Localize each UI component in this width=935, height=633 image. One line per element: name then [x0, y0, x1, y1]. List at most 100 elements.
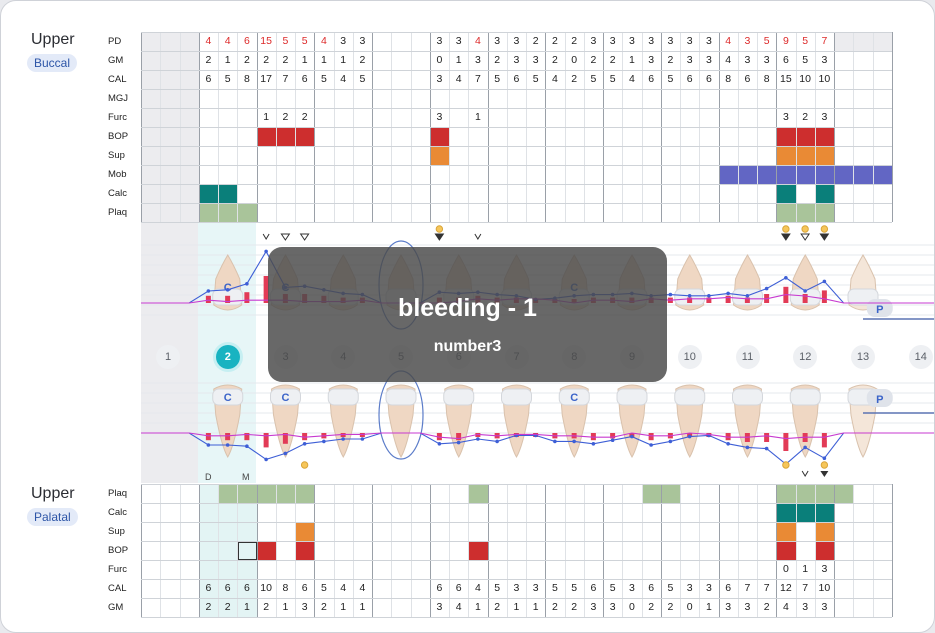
plaq-cell[interactable]: [238, 485, 257, 503]
gm-value[interactable]: 1: [532, 601, 539, 613]
plaq-cell[interactable]: [642, 485, 661, 503]
furc-value[interactable]: 1: [474, 111, 481, 123]
gm-value[interactable]: 3: [590, 601, 597, 613]
cal-value[interactable]: 3: [436, 73, 443, 85]
pd-value[interactable]: 3: [705, 35, 712, 47]
pd-value[interactable]: 3: [628, 35, 635, 47]
furc-value[interactable]: 3: [821, 111, 828, 123]
cal-value[interactable]: 6: [455, 582, 462, 594]
gm-value[interactable]: 0: [628, 601, 635, 613]
pd-value[interactable]: 3: [513, 35, 520, 47]
tooth-number-14[interactable]: 14: [908, 345, 933, 369]
plaq-cell[interactable]: [777, 204, 796, 222]
cal-value[interactable]: 3: [628, 582, 635, 594]
gm-value[interactable]: 2: [763, 601, 770, 613]
cal-value[interactable]: 10: [818, 73, 831, 85]
calc-cell[interactable]: [815, 185, 834, 203]
cal-value[interactable]: 5: [609, 73, 616, 85]
cal-value[interactable]: 3: [686, 582, 693, 594]
gm-value[interactable]: 3: [821, 601, 828, 613]
furc-value[interactable]: 3: [436, 111, 443, 123]
gm-value[interactable]: 1: [224, 54, 231, 66]
bop-cell[interactable]: [257, 542, 276, 560]
cal-value[interactable]: 17: [260, 73, 272, 85]
cal-value[interactable]: 6: [301, 73, 308, 85]
gm-value[interactable]: 2: [205, 54, 212, 66]
plaq-cell[interactable]: [199, 204, 218, 222]
pd-value[interactable]: 3: [340, 35, 347, 47]
cal-value[interactable]: 6: [648, 582, 655, 594]
gm-value[interactable]: 3: [763, 54, 770, 66]
gm-value[interactable]: 2: [359, 54, 366, 66]
plaq-cell[interactable]: [815, 204, 834, 222]
gm-value[interactable]: 2: [494, 601, 501, 613]
pd-value[interactable]: 2: [571, 35, 578, 47]
pd-value[interactable]: 9: [782, 35, 789, 47]
bop-cell[interactable]: [777, 128, 796, 146]
tooth-number-1[interactable]: 1: [156, 345, 180, 369]
gm-value[interactable]: 3: [648, 54, 655, 66]
furc-value[interactable]: 2: [301, 111, 308, 123]
gm-value[interactable]: 1: [243, 601, 250, 613]
gm-value[interactable]: 2: [590, 54, 597, 66]
calc-cell[interactable]: [219, 185, 238, 203]
gm-value[interactable]: 3: [532, 54, 539, 66]
gm-value[interactable]: 3: [821, 54, 828, 66]
gm-value[interactable]: 0: [571, 54, 578, 66]
plaq-cell[interactable]: [219, 485, 238, 503]
gm-value[interactable]: 2: [551, 54, 558, 66]
cal-value[interactable]: 6: [243, 582, 250, 594]
mob-cell[interactable]: [815, 166, 834, 184]
plaq-cell[interactable]: [661, 485, 680, 503]
calc-cell[interactable]: [777, 185, 796, 203]
tooth-number-2[interactable]: 2: [215, 345, 240, 369]
plaq-cell[interactable]: [276, 485, 295, 503]
cal-value[interactable]: 7: [763, 582, 770, 594]
gm-value[interactable]: 2: [667, 601, 674, 613]
cal-value[interactable]: 6: [744, 73, 751, 85]
tooth-number-11[interactable]: 11: [735, 345, 760, 369]
cal-value[interactable]: 6: [725, 582, 732, 594]
focused-cell[interactable]: [238, 542, 257, 560]
gm-value[interactable]: 3: [744, 601, 751, 613]
cal-value[interactable]: 10: [818, 582, 831, 594]
cal-value[interactable]: 6: [513, 73, 520, 85]
cal-value[interactable]: 7: [744, 582, 751, 594]
bop-cell[interactable]: [257, 128, 276, 146]
cal-value[interactable]: 6: [648, 73, 655, 85]
gm-value[interactable]: 2: [224, 601, 231, 613]
pd-value[interactable]: 3: [494, 35, 501, 47]
pd-value[interactable]: 2: [532, 35, 539, 47]
cal-value[interactable]: 3: [532, 582, 539, 594]
cal-value[interactable]: 12: [780, 582, 792, 594]
plaq-cell[interactable]: [469, 485, 488, 503]
cal-value[interactable]: 6: [705, 73, 712, 85]
gm-value[interactable]: 1: [474, 601, 481, 613]
pd-value[interactable]: 3: [436, 35, 443, 47]
cal-value[interactable]: 10: [260, 582, 272, 594]
furc-value[interactable]: 1: [263, 111, 270, 123]
mob-cell[interactable]: [777, 166, 796, 184]
sup-cell[interactable]: [296, 523, 315, 541]
cal-value[interactable]: 6: [436, 582, 443, 594]
plaq-cell[interactable]: [219, 204, 238, 222]
plaq-cell[interactable]: [796, 204, 815, 222]
cal-value[interactable]: 6: [301, 582, 308, 594]
cal-value[interactable]: 6: [205, 73, 212, 85]
sup-cell[interactable]: [815, 147, 834, 165]
cal-value[interactable]: 2: [571, 73, 578, 85]
sup-cell[interactable]: [430, 147, 449, 165]
furc-value[interactable]: 3: [782, 111, 789, 123]
cal-value[interactable]: 5: [590, 73, 597, 85]
pd-value[interactable]: 5: [301, 35, 308, 47]
bop-cell[interactable]: [815, 542, 834, 560]
pd-value[interactable]: 3: [609, 35, 616, 47]
gm-value[interactable]: 1: [455, 54, 462, 66]
gm-value[interactable]: 1: [301, 54, 308, 66]
gm-value[interactable]: 3: [474, 54, 481, 66]
mob-cell[interactable]: [758, 166, 777, 184]
gm-value[interactable]: 3: [705, 54, 712, 66]
plaq-cell[interactable]: [257, 485, 276, 503]
cal-value[interactable]: 3: [513, 582, 520, 594]
gm-value[interactable]: 3: [725, 601, 732, 613]
